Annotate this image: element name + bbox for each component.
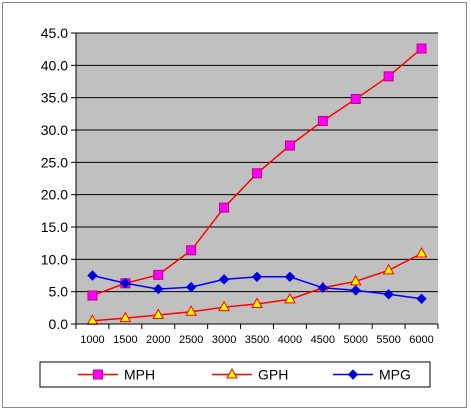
x-tick-label: 2000: [146, 334, 170, 346]
y-tick-label: 5.0: [49, 284, 69, 300]
y-tick-label: 40.0: [41, 57, 68, 73]
data-point-mpg: [120, 278, 131, 289]
data-point-mph: [252, 168, 262, 179]
legend-entry-mpg: MPG: [333, 367, 411, 383]
data-point-mph: [87, 290, 98, 301]
legend: MPH GPH MPG: [39, 361, 431, 388]
y-tick-label: 25.0: [41, 154, 68, 170]
data-point-mpg: [185, 281, 197, 293]
y-tick-label: 10.0: [41, 251, 68, 267]
x-tick-label: 6000: [409, 334, 433, 346]
x-tick-label: 5000: [343, 334, 367, 346]
legend-entry-gph: GPH: [212, 367, 288, 383]
legend-label-mpg: MPG: [379, 367, 411, 383]
data-point-gph: [382, 263, 395, 275]
x-tick-label: 3500: [245, 334, 269, 346]
data-point-mph: [416, 43, 427, 54]
data-point-mph: [186, 245, 197, 256]
legend-marker-mph: [93, 369, 103, 380]
data-point-gph: [152, 308, 165, 319]
y-tick-label: 30.0: [41, 122, 68, 138]
legend-label-gph: GPH: [258, 367, 288, 383]
data-point-gph: [349, 274, 362, 286]
axes: [75, 33, 438, 325]
y-tick-label: 15.0: [41, 219, 68, 235]
data-point-mph: [219, 202, 230, 213]
data-point-mph: [284, 140, 295, 151]
data-point-gph: [415, 246, 428, 258]
data-point-mpg: [284, 271, 296, 283]
data-point-mpg: [87, 270, 98, 281]
x-axis-ticks: 1000 1500 2000 2500 3000 3500 4000 4500 5000 5500…: [75, 324, 439, 346]
data-point-mph: [383, 71, 394, 82]
data-point-mpg: [383, 289, 394, 300]
x-tick-label: 1500: [113, 334, 137, 346]
legend-entry-mph: MPH: [78, 367, 155, 383]
data-point-mpg: [350, 285, 361, 296]
data-point-gph: [185, 305, 198, 316]
data-point-gph: [251, 297, 263, 308]
data-point-mph: [317, 115, 328, 126]
x-tick-label: 5500: [376, 334, 400, 346]
data-point-gph: [284, 292, 296, 304]
x-tick-label: 1000: [80, 334, 104, 346]
y-tick-label: 0.0: [49, 316, 69, 332]
data-point-mph: [350, 93, 361, 104]
data-point-mpg: [153, 283, 164, 295]
series-mpg: [87, 270, 427, 304]
data-point-gph: [218, 300, 230, 312]
x-tick-label: 4500: [311, 334, 335, 346]
data-point-mpg: [416, 293, 427, 304]
x-tick-label: 2500: [179, 334, 203, 346]
x-tick-label: 4000: [278, 334, 302, 346]
y-tick-label: 45.0: [41, 25, 68, 41]
y-axis-ticks: 0.0 5.0 10.0 15.0 20.0 25.0 30.0 35.0 40.0 45.0: [41, 25, 76, 332]
data-point-mpg: [218, 274, 230, 285]
gridlines: [76, 32, 438, 293]
x-tick-label: 3000: [212, 334, 236, 346]
y-tick-label: 20.0: [41, 187, 68, 203]
data-point-gph: [119, 311, 132, 323]
data-point-mpg: [317, 282, 329, 293]
legend-marker-gph: [226, 367, 238, 379]
data-point-mph: [153, 269, 164, 280]
legend-marker-mpg: [347, 369, 359, 380]
legend-label-mph: MPH: [124, 367, 155, 383]
y-tick-label: 35.0: [41, 90, 68, 106]
data-point-mpg: [251, 271, 263, 283]
